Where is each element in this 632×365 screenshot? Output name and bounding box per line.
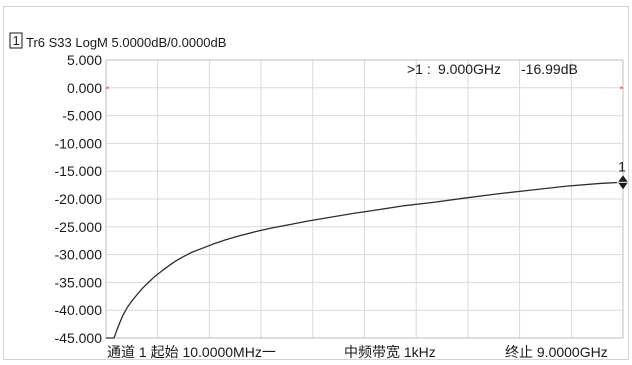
y-tick-label: -30.000 [55, 247, 103, 263]
y-tick-label: -5.000 [62, 108, 102, 124]
marker-readout: >1 : 9.000GHz -16.99dB [407, 61, 578, 77]
s33-trace-line [106, 181, 624, 339]
window-number-box[interactable] [9, 32, 23, 49]
marker-1[interactable]: 1 [617, 158, 629, 190]
marker-readout-frequency: 9.000GHz [438, 61, 501, 77]
marker-number-label: 1 [618, 158, 626, 174]
marker-readout-value: -16.99dB [521, 61, 578, 77]
trace-label[interactable]: Tr6 S33 LogM 5.0000dB/0.0000dB [26, 35, 226, 50]
y-axis-tick-labels: 5.000 0.000 -5.000 -10.000 -15.000 -20.000 -25… [55, 52, 103, 346]
footer-if-bandwidth[interactable]: 中频带宽 1kHz [344, 344, 436, 360]
window-number: 1 [13, 33, 20, 48]
y-tick-label: 5.000 [67, 52, 102, 68]
y-tick-label: -25.000 [55, 219, 103, 235]
footer-stop-frequency[interactable]: 终止 9.0000GHz [505, 344, 608, 360]
footer-start-frequency[interactable]: 通道 1 起始 10.0000MHz一 [107, 344, 276, 360]
y-tick-label: 0.000 [67, 80, 102, 96]
plot-grid [105, 59, 624, 339]
y-tick-label: -10.000 [55, 135, 103, 151]
y-tick-label: -20.000 [55, 191, 103, 207]
chart-frame [3, 6, 629, 360]
y-tick-label: -40.000 [55, 302, 103, 318]
y-tick-label: -15.000 [55, 163, 103, 179]
channel-footer: 通道 1 起始 10.0000MHz一 中频带宽 1kHz 终止 9.0000G… [107, 344, 608, 360]
y-tick-label: -35.000 [55, 274, 103, 290]
marker-readout-id: >1 : [407, 61, 431, 77]
y-tick-label: -45.000 [55, 330, 103, 346]
trace-header: 1 Tr6 S33 LogM 5.0000dB/0.0000dB [9, 32, 226, 50]
